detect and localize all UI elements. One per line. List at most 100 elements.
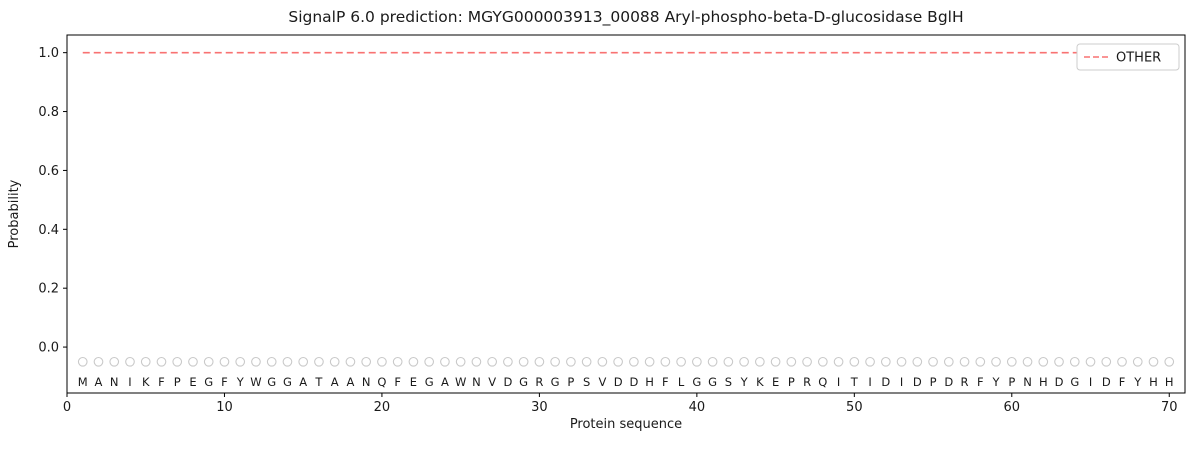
residue-marker bbox=[660, 356, 671, 367]
residue-letter: I bbox=[837, 375, 840, 389]
residue-letter: V bbox=[488, 375, 496, 389]
residue-marker bbox=[975, 356, 986, 367]
residue-marker bbox=[566, 356, 576, 367]
residue-letter: P bbox=[1008, 375, 1015, 389]
residue-letter: W bbox=[455, 375, 466, 389]
residue-marker bbox=[550, 356, 560, 367]
residue-marker bbox=[1022, 356, 1033, 367]
residue-marker bbox=[928, 356, 938, 367]
residue-letter: F bbox=[1119, 375, 1126, 389]
residue-marker bbox=[487, 356, 498, 367]
residue-letter: N bbox=[472, 375, 481, 389]
residue-marker bbox=[329, 356, 340, 367]
residue-marker bbox=[235, 356, 246, 367]
residue-marker bbox=[833, 356, 844, 367]
residue-marker bbox=[156, 356, 167, 367]
residue-letter: R bbox=[961, 375, 969, 389]
residue-marker bbox=[314, 356, 324, 367]
x-tick-label: 60 bbox=[1004, 400, 1021, 415]
residue-marker bbox=[361, 356, 372, 367]
residue-marker bbox=[188, 356, 198, 367]
residue-marker bbox=[770, 356, 781, 367]
residue-marker bbox=[676, 356, 686, 367]
residue-letter: E bbox=[189, 375, 196, 389]
x-tick-label: 30 bbox=[531, 400, 548, 415]
residue-letter: N bbox=[362, 375, 371, 389]
residue-marker bbox=[991, 356, 1001, 367]
residue-letter: P bbox=[567, 375, 574, 389]
residue-letter: R bbox=[535, 375, 543, 389]
residue-letter: T bbox=[314, 375, 323, 389]
residue-letter: F bbox=[158, 375, 165, 389]
residue-letter: G bbox=[708, 375, 717, 389]
residue-letter: D bbox=[629, 375, 638, 389]
residue-letter: Q bbox=[818, 375, 827, 389]
residue-marker bbox=[880, 356, 891, 367]
residue-letter: K bbox=[756, 375, 764, 389]
residue-marker bbox=[817, 356, 828, 367]
residue-letter: L bbox=[678, 375, 685, 389]
residue-letter: N bbox=[110, 375, 119, 389]
residue-marker bbox=[629, 356, 639, 367]
y-axis-label: Probability bbox=[7, 179, 22, 248]
residue-marker bbox=[125, 356, 135, 367]
residue-letter: Y bbox=[1133, 375, 1142, 389]
residue-marker bbox=[754, 356, 765, 367]
residue-marker bbox=[93, 356, 104, 367]
residue-letter: I bbox=[1089, 375, 1092, 389]
residue-letter: Y bbox=[740, 375, 749, 389]
residue-marker bbox=[219, 356, 230, 367]
residue-letter: E bbox=[772, 375, 779, 389]
residue-marker bbox=[802, 356, 812, 367]
residue-marker bbox=[1148, 356, 1159, 367]
residue-marker bbox=[1069, 356, 1080, 367]
residue-marker bbox=[455, 356, 466, 367]
residue-marker bbox=[140, 356, 151, 367]
y-tick-label: 1.0 bbox=[38, 46, 59, 61]
residue-letter: M bbox=[78, 375, 88, 389]
residue-letter: G bbox=[692, 375, 701, 389]
residue-letter: N bbox=[1023, 375, 1032, 389]
x-tick-label: 70 bbox=[1161, 400, 1178, 415]
residue-marker bbox=[518, 356, 529, 367]
residue-letter: G bbox=[204, 375, 213, 389]
residue-letter: D bbox=[881, 375, 890, 389]
residue-marker bbox=[1117, 356, 1127, 367]
residue-letter: F bbox=[977, 375, 984, 389]
residue-marker bbox=[723, 356, 734, 367]
residue-letter: H bbox=[645, 375, 654, 389]
residue-letter: I bbox=[128, 375, 131, 389]
residue-letter: A bbox=[331, 375, 339, 389]
residue-letter: H bbox=[1039, 375, 1048, 389]
residue-letter: A bbox=[346, 375, 354, 389]
residue-letter: H bbox=[1165, 375, 1174, 389]
residue-letter: Y bbox=[992, 375, 1001, 389]
x-tick-label: 10 bbox=[216, 400, 233, 415]
residue-letter: Q bbox=[377, 375, 386, 389]
residue-letter: F bbox=[221, 375, 228, 389]
residue-marker bbox=[109, 356, 120, 367]
residue-letter: V bbox=[598, 375, 606, 389]
plot-area bbox=[66, 34, 1186, 394]
legend-box bbox=[1076, 43, 1180, 71]
residue-letter: K bbox=[142, 375, 150, 389]
residue-marker bbox=[534, 356, 545, 367]
residue-letter: D bbox=[503, 375, 512, 389]
residue-letter: A bbox=[95, 375, 103, 389]
residue-marker bbox=[172, 356, 183, 367]
residue-marker bbox=[597, 356, 608, 367]
residue-letter: E bbox=[410, 375, 417, 389]
residue-letter: D bbox=[913, 375, 922, 389]
residue-marker bbox=[203, 356, 214, 367]
residue-marker bbox=[377, 356, 387, 367]
residue-marker bbox=[1006, 356, 1017, 367]
x-tick-label: 0 bbox=[63, 400, 71, 415]
residue-letter: G bbox=[425, 375, 434, 389]
x-tick-label: 50 bbox=[846, 400, 863, 415]
residue-marker bbox=[1038, 356, 1049, 367]
residue-marker bbox=[424, 356, 435, 367]
residue-marker bbox=[896, 356, 907, 367]
residue-marker bbox=[739, 356, 749, 367]
residue-letter: S bbox=[583, 375, 590, 389]
